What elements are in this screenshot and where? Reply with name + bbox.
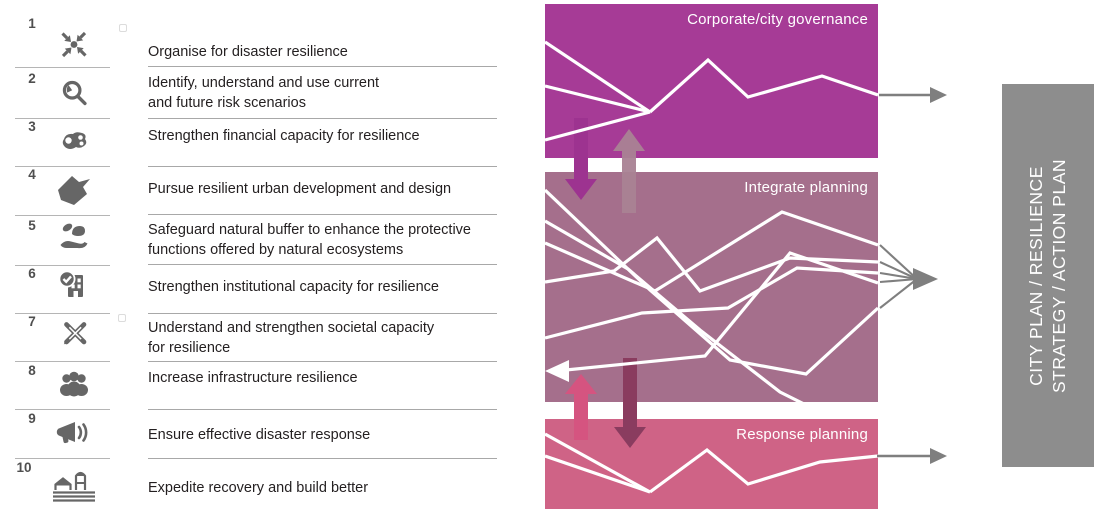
governance-box-title: Corporate/city governance <box>687 11 868 28</box>
essential-number-1: 1 <box>28 16 36 31</box>
institution-check-icon <box>56 268 92 309</box>
essential-number-10: 10 <box>16 460 32 475</box>
divider <box>148 166 497 167</box>
essential-label-3: Strengthen financial capacity for resili… <box>148 128 420 144</box>
city-plan-bar-line1: CITY PLAN / RESILIENCE <box>1026 165 1046 386</box>
governance-box: Corporate/city governance <box>545 4 878 158</box>
divider <box>15 118 110 119</box>
integrate-planning-box-title: Integrate planning <box>744 179 868 196</box>
essential-label-8: Increase infrastructure resilience <box>148 370 358 386</box>
divider <box>148 409 497 410</box>
essential-number-7: 7 <box>28 314 36 329</box>
integrate-output-arrow <box>879 244 938 309</box>
divider <box>15 166 110 167</box>
artifact-marker <box>118 314 126 322</box>
essential-number-3: 3 <box>28 119 36 134</box>
essential-label-4: Pursue resilient urban development and d… <box>148 181 452 197</box>
essential-number-5: 5 <box>28 218 36 233</box>
essential-label-9: Ensure effective disaster response <box>148 427 371 443</box>
converge-arrows-icon <box>56 26 92 67</box>
integrate-planning-box: Integrate planning <box>545 172 878 402</box>
essential-label-1: Organise for disaster resilience <box>148 44 348 60</box>
city-plan-bar: CITY PLAN / RESILIENCE STRATEGY / ACTION… <box>1002 84 1094 467</box>
essential-number-9: 9 <box>28 411 36 426</box>
divider <box>15 215 110 216</box>
divider <box>15 265 110 266</box>
essential-label-10: Expedite recovery and build better <box>148 480 369 496</box>
city-plan-bar-text: CITY PLAN / RESILIENCE STRATEGY / ACTION… <box>1025 158 1071 392</box>
essential-label-7: Understand and strengthen societal capac… <box>148 320 435 356</box>
divider <box>148 458 497 459</box>
essential-number-6: 6 <box>28 266 36 281</box>
divider <box>148 361 497 362</box>
finance-coins-icon <box>56 124 92 165</box>
divider <box>15 313 110 314</box>
response-planning-box-title: Response planning <box>736 426 868 443</box>
megaphone-icon <box>54 416 94 455</box>
essential-label-5: Safeguard natural buffer to enhance the … <box>148 222 471 258</box>
essential-number-4: 4 <box>28 167 36 182</box>
divider <box>148 264 497 265</box>
people-group-icon <box>56 366 92 407</box>
essential-number-8: 8 <box>28 363 36 378</box>
hand-ecosystem-icon <box>56 218 92 259</box>
divider <box>15 361 110 362</box>
divider <box>148 118 497 119</box>
risk-magnifier-icon <box>58 77 92 116</box>
artifact-marker <box>119 24 127 32</box>
divider <box>15 409 110 410</box>
essential-number-2: 2 <box>28 71 36 86</box>
divider <box>15 67 110 68</box>
crossed-tools-icon <box>58 316 92 355</box>
divider <box>148 313 497 314</box>
essential-label-2: Identify, understand and use current and… <box>148 75 380 111</box>
response-output-arrow <box>877 448 947 464</box>
essential-label-6: Strengthen institutional capacity for re… <box>148 279 439 295</box>
governance-output-arrow <box>879 87 947 103</box>
divider <box>15 458 110 459</box>
response-planning-box: Response planning <box>545 419 878 509</box>
divider <box>148 214 497 215</box>
flooded-buildings-icon <box>50 464 98 509</box>
urban-landform-icon <box>52 168 96 217</box>
divider <box>148 66 497 67</box>
city-plan-bar-line2: STRATEGY / ACTION PLAN <box>1049 158 1069 393</box>
